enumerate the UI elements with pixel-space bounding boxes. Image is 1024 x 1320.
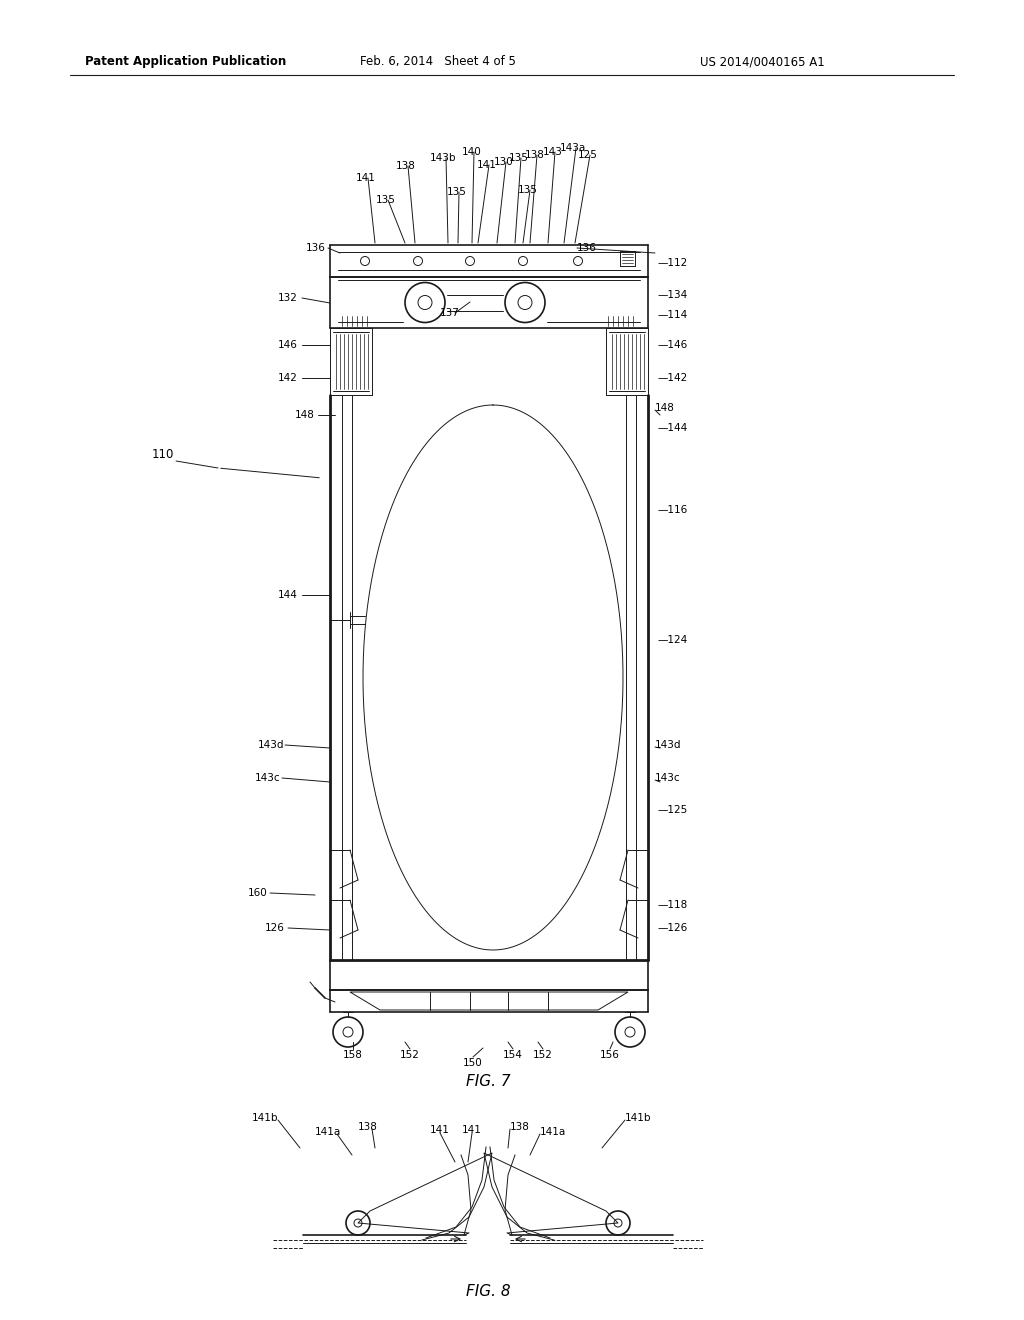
Text: 126: 126 xyxy=(265,923,285,933)
Text: 142: 142 xyxy=(278,374,298,383)
Text: 141: 141 xyxy=(430,1125,450,1135)
Text: 138: 138 xyxy=(525,150,545,160)
Text: 141a: 141a xyxy=(315,1127,341,1137)
Text: 154: 154 xyxy=(503,1049,523,1060)
Text: 141b: 141b xyxy=(625,1113,651,1123)
Text: 141a: 141a xyxy=(540,1127,566,1137)
Text: 158: 158 xyxy=(343,1049,362,1060)
Text: US 2014/0040165 A1: US 2014/0040165 A1 xyxy=(700,55,824,69)
Text: —134: —134 xyxy=(658,290,688,300)
Text: 138: 138 xyxy=(510,1122,529,1133)
Text: —142: —142 xyxy=(658,374,688,383)
Text: Feb. 6, 2014   Sheet 4 of 5: Feb. 6, 2014 Sheet 4 of 5 xyxy=(360,55,516,69)
Text: 130: 130 xyxy=(494,157,514,168)
Text: 136: 136 xyxy=(306,243,326,253)
Text: 143d: 143d xyxy=(258,741,285,750)
Text: 152: 152 xyxy=(400,1049,420,1060)
Text: 143d: 143d xyxy=(655,741,682,750)
Text: 143c: 143c xyxy=(655,774,681,783)
Text: —125: —125 xyxy=(658,805,688,814)
Text: —112: —112 xyxy=(658,257,688,268)
Text: 148: 148 xyxy=(655,403,675,413)
Text: FIG. 7: FIG. 7 xyxy=(466,1074,510,1089)
Text: 143a: 143a xyxy=(560,143,587,153)
Text: 152: 152 xyxy=(534,1049,553,1060)
Text: —144: —144 xyxy=(658,422,688,433)
Text: 156: 156 xyxy=(600,1049,620,1060)
Text: 135: 135 xyxy=(518,185,538,195)
Text: 144: 144 xyxy=(278,590,298,601)
Text: —124: —124 xyxy=(658,635,688,645)
Text: —126: —126 xyxy=(658,923,688,933)
Text: 125: 125 xyxy=(578,150,598,160)
Text: 150: 150 xyxy=(463,1059,483,1068)
Text: 135: 135 xyxy=(509,153,528,162)
Text: 143c: 143c xyxy=(255,774,281,783)
Text: 140: 140 xyxy=(462,147,481,157)
Text: —146: —146 xyxy=(658,341,688,350)
Text: 146: 146 xyxy=(278,341,298,350)
Text: 148: 148 xyxy=(295,411,314,420)
Text: 110: 110 xyxy=(152,449,174,462)
Text: 136: 136 xyxy=(577,243,597,253)
Text: 160: 160 xyxy=(248,888,267,898)
Text: 143: 143 xyxy=(543,147,563,157)
Text: 135: 135 xyxy=(376,195,396,205)
Text: 135: 135 xyxy=(447,187,467,197)
Text: 137: 137 xyxy=(440,308,460,318)
Text: FIG. 8: FIG. 8 xyxy=(466,1284,510,1299)
Text: Patent Application Publication: Patent Application Publication xyxy=(85,55,287,69)
Text: —116: —116 xyxy=(658,506,688,515)
Text: 141: 141 xyxy=(462,1125,482,1135)
Text: —118: —118 xyxy=(658,900,688,909)
Text: 141b: 141b xyxy=(252,1113,278,1123)
Text: —114: —114 xyxy=(658,310,688,319)
Text: 143b: 143b xyxy=(430,153,457,162)
Text: 141: 141 xyxy=(356,173,376,183)
Text: 141: 141 xyxy=(477,160,497,170)
Text: 138: 138 xyxy=(358,1122,378,1133)
Text: 138: 138 xyxy=(396,161,416,172)
Text: 132: 132 xyxy=(278,293,298,304)
